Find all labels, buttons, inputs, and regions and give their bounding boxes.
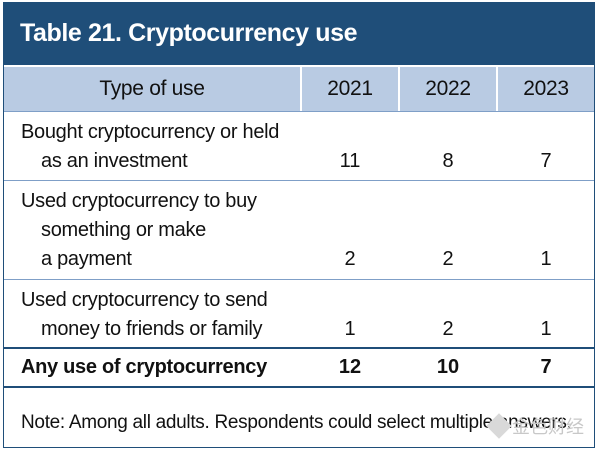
total-2021: 12 <box>338 356 362 378</box>
header-row: Type of use 2021 2022 2023 <box>4 65 594 111</box>
row-label-line: Used cryptocurrency to send <box>21 289 268 311</box>
column-header-2021: 2021 <box>327 77 373 100</box>
column-divider <box>300 67 302 111</box>
watermark: 金色财经 <box>486 413 584 439</box>
row-label: Bought cryptocurrency or held as an inve… <box>21 118 279 176</box>
cell-2023: 1 <box>540 318 552 340</box>
total-label: Any use of cryptocurrency <box>21 356 267 378</box>
row-label-line: Used cryptocurrency to buy <box>21 190 257 212</box>
watermark-text: 金色财经 <box>512 417 584 437</box>
column-divider <box>496 67 498 111</box>
cell-2023: 1 <box>540 248 552 270</box>
watermark-logo-icon <box>486 413 512 439</box>
row-label: Used cryptocurrency to buy something or … <box>21 187 257 274</box>
cell-2021: 2 <box>344 248 356 270</box>
cell-2023: 7 <box>540 150 552 172</box>
table-row: Used cryptocurrency to send money to fri… <box>4 279 594 347</box>
column-header-2022: 2022 <box>425 77 471 100</box>
cell-2022: 2 <box>442 248 454 270</box>
table-container: Table 21. Cryptocurrency use Type of use… <box>3 2 595 448</box>
table-title: Table 21. Cryptocurrency use <box>20 19 358 47</box>
total-2023: 7 <box>540 356 552 378</box>
row-label: Used cryptocurrency to send money to fri… <box>21 286 268 344</box>
total-2022: 10 <box>436 356 460 378</box>
row-label-line: as an investment <box>41 150 188 172</box>
table-note: Note: Among all adults. Respondents coul… <box>21 412 572 433</box>
note-row: Note: Among all adults. Respondents coul… <box>4 386 594 447</box>
column-header-2023: 2023 <box>523 77 569 100</box>
cell-2021: 1 <box>344 318 356 340</box>
table-row: Used cryptocurrency to buy something or … <box>4 180 594 279</box>
row-label-line: money to friends or family <box>41 318 263 340</box>
cell-2021: 11 <box>339 150 361 172</box>
title-bar: Table 21. Cryptocurrency use <box>4 3 594 65</box>
cell-2022: 8 <box>442 150 454 172</box>
cell-2022: 2 <box>442 318 454 340</box>
row-label-line: something or make <box>41 219 206 241</box>
row-label-line: a payment <box>41 248 132 270</box>
total-row: Any use of cryptocurrency 12 10 7 <box>4 347 594 386</box>
column-header-type: Type of use <box>99 77 205 100</box>
row-label-line: Bought cryptocurrency or held <box>21 121 280 143</box>
table-row: Bought cryptocurrency or held as an inve… <box>4 111 594 180</box>
column-divider <box>398 67 400 111</box>
